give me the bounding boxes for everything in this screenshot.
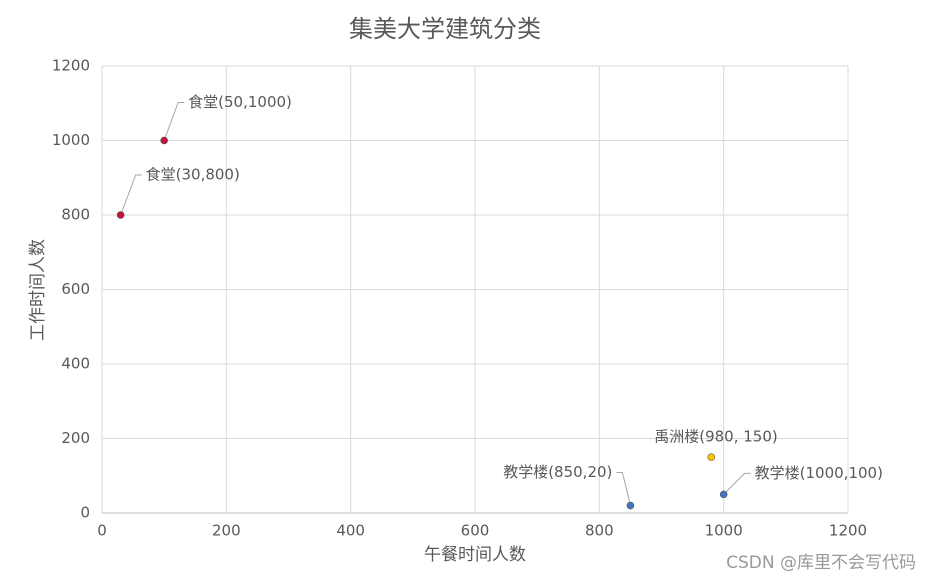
chart-title: 集美大学建筑分类 <box>349 15 541 43</box>
leader-line <box>723 472 751 495</box>
point <box>707 453 716 461</box>
data-label: 禹洲楼(980, 150) <box>654 428 778 446</box>
leader-line <box>120 174 142 216</box>
point <box>626 501 635 510</box>
y-tick-label: 600 <box>61 280 90 298</box>
x-axis-label: 午餐时间人数 <box>424 545 526 565</box>
y-tick-label: 1200 <box>52 57 90 75</box>
y-tick-label: 0 <box>80 504 90 522</box>
y-tick-label: 200 <box>61 429 90 447</box>
leader-line <box>163 102 185 141</box>
leader-line <box>616 472 631 506</box>
x-tick-label: 1200 <box>829 522 867 540</box>
data-label: 食堂(50,1000) <box>188 93 292 111</box>
data-label: 教学楼(850,20) <box>503 463 612 481</box>
y-tick-label: 400 <box>61 355 90 373</box>
x-tick-label: 600 <box>461 522 490 540</box>
x-tick-label: 1000 <box>705 522 743 540</box>
point <box>719 490 728 499</box>
point <box>160 136 168 145</box>
data-label: 食堂(30,800) <box>146 166 240 184</box>
watermark: CSDN @库里不会写代码 <box>726 553 916 573</box>
y-tick-label: 1000 <box>52 131 90 149</box>
x-tick-label: 0 <box>97 522 107 540</box>
y-axis-label: 工作时间人数 <box>28 239 48 341</box>
x-tick-label: 400 <box>336 522 365 540</box>
point <box>116 211 125 219</box>
x-tick-label: 800 <box>585 522 614 540</box>
x-tick-label: 200 <box>212 522 241 540</box>
data-label: 教学楼(1000,100) <box>755 464 883 482</box>
y-tick-label: 800 <box>61 206 90 224</box>
